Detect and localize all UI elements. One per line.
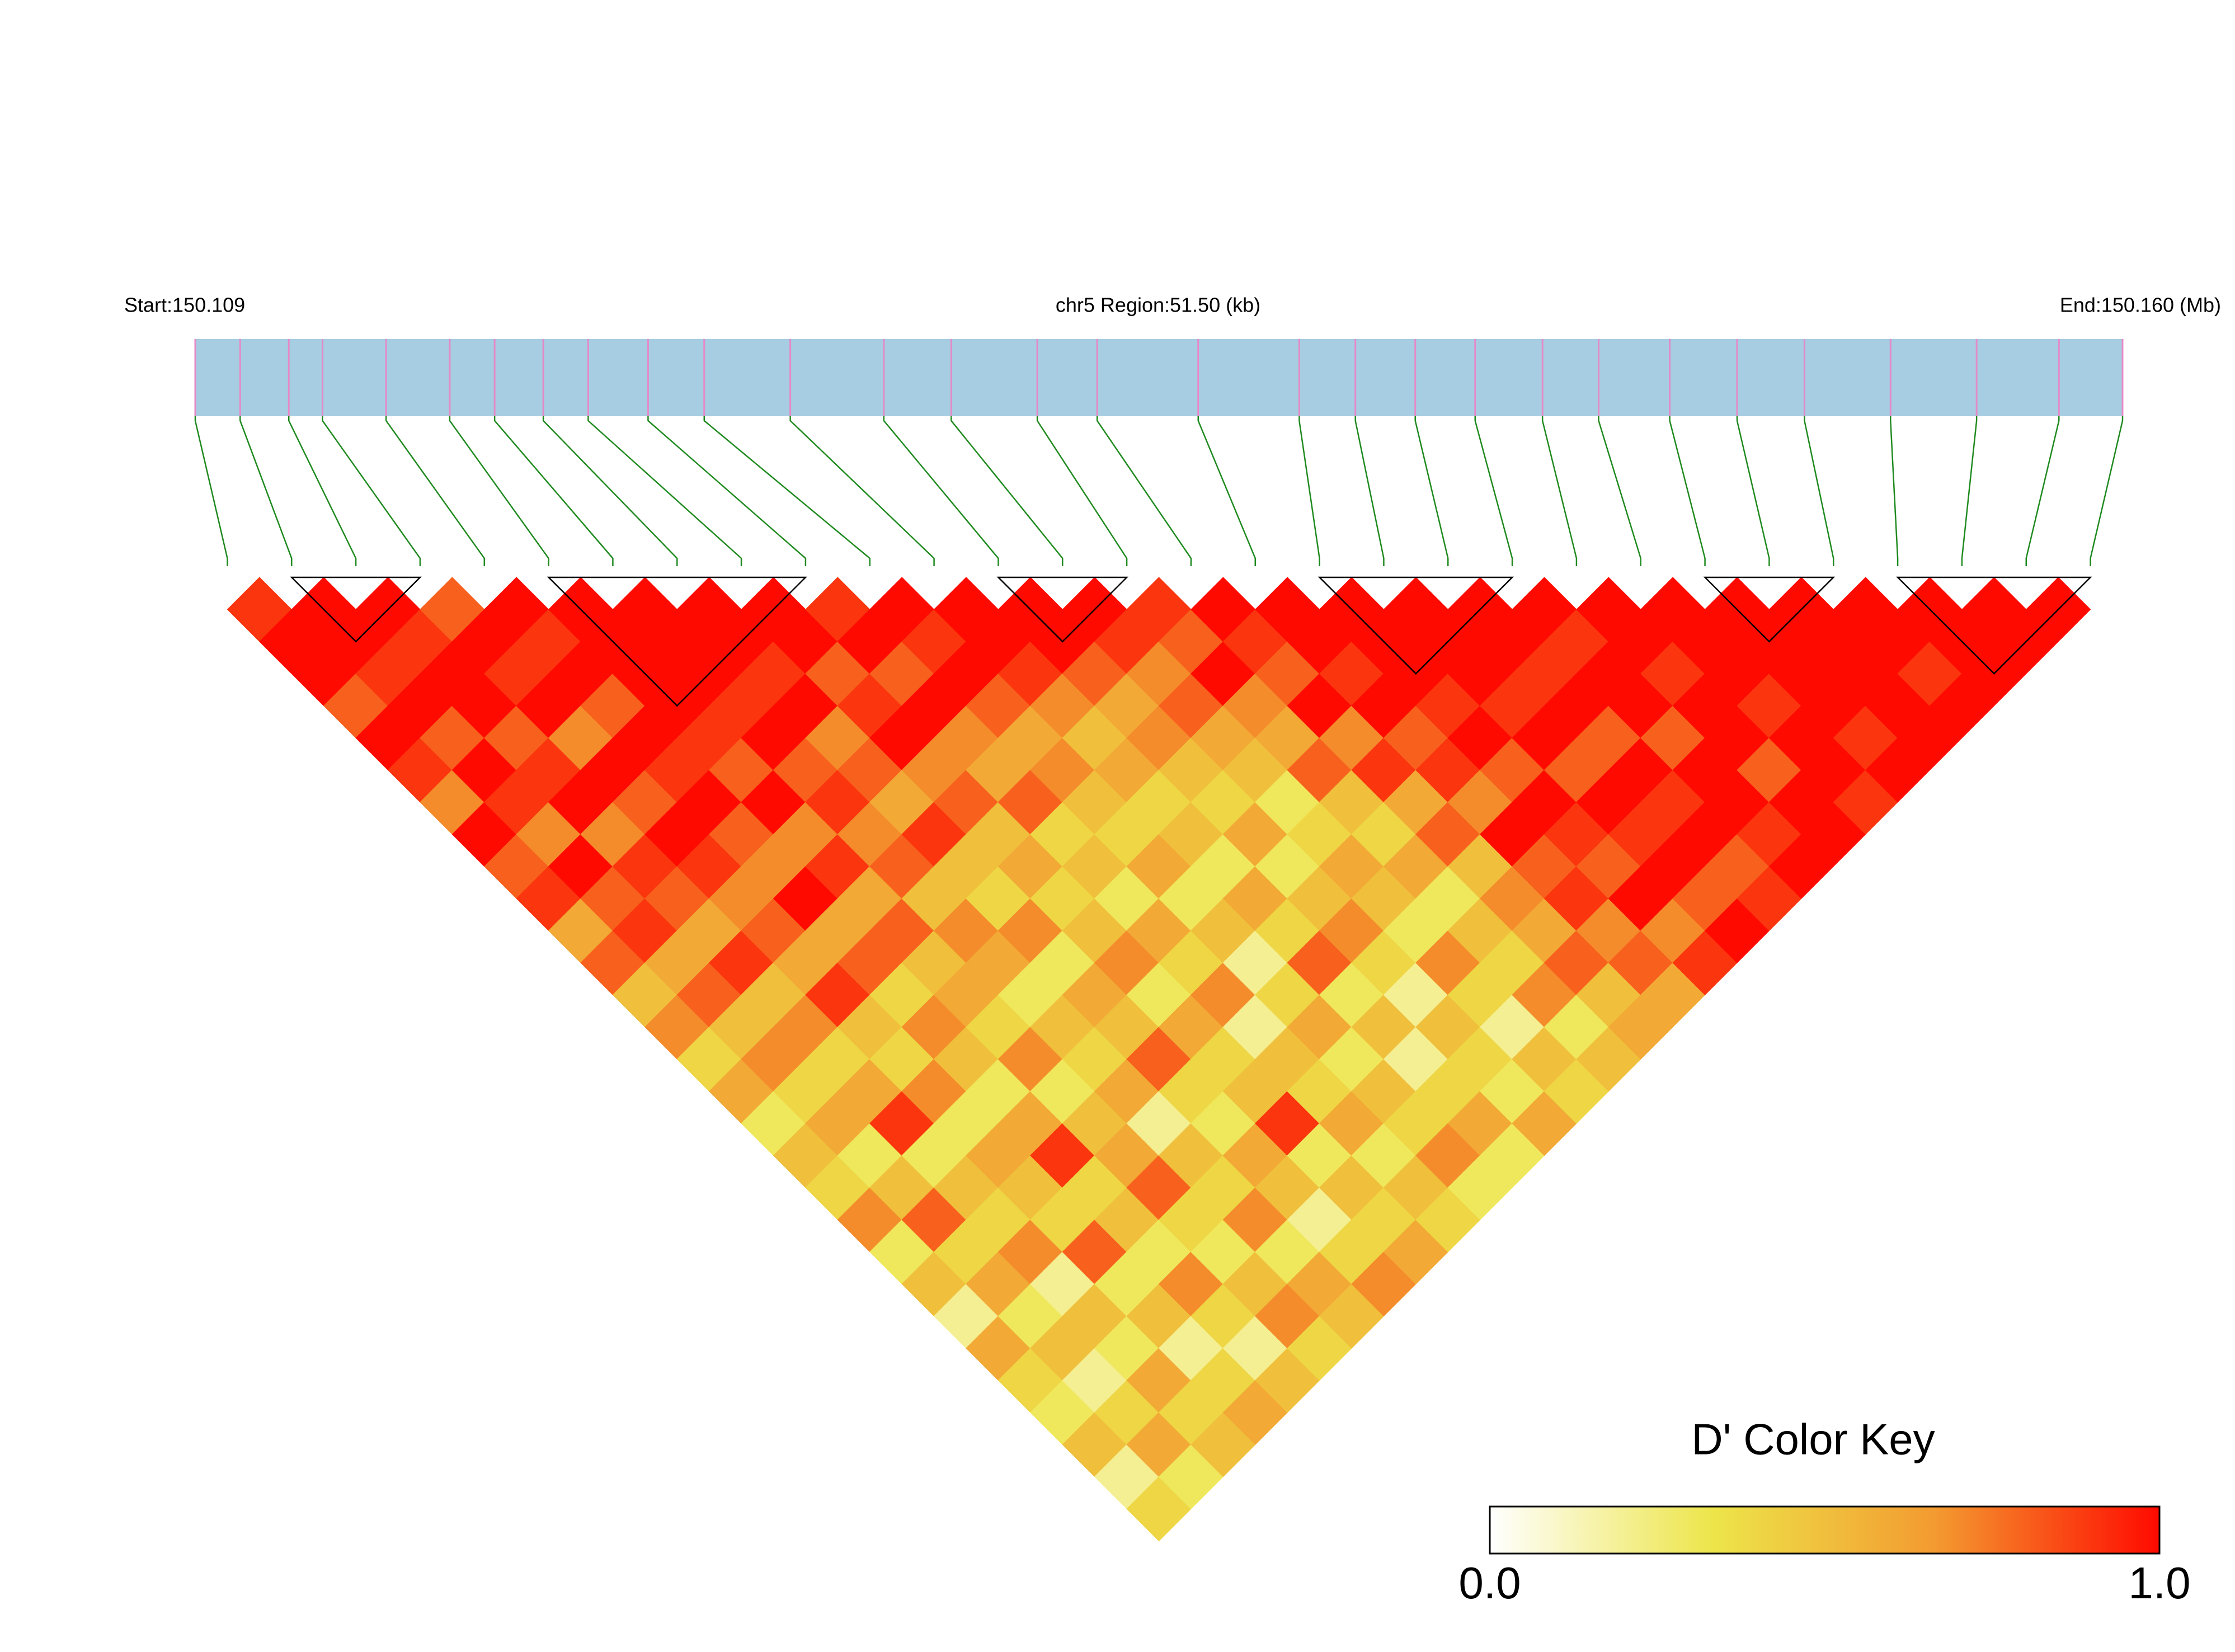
snp-connector [1961,416,1978,566]
snp-connector [789,416,935,566]
snp-connector [1036,416,1128,566]
snp-connector [2025,416,2060,566]
snp-connector [587,416,742,566]
snp-connector [322,416,421,566]
haplotype-block [1703,576,1836,643]
snp-connector [647,416,807,566]
haplotype-block [290,576,422,643]
snp-connector [239,416,293,566]
end-label: End:150.160 (Mb) [2060,294,2221,317]
color-key [1489,1505,2161,1555]
snp-connector [449,416,549,566]
haplotype-block [996,576,1129,643]
snp-connector [950,416,1064,566]
snp-connector [1354,416,1385,566]
snp-connector [1598,416,1641,566]
snp-connector [288,416,357,566]
snp-connector [1804,416,1834,566]
snp-connector [385,416,485,566]
snp-connector [1096,416,1192,566]
snp-connector [1474,416,1513,566]
haplotype-block [547,576,807,707]
start-label: Start:150.109 [124,294,245,317]
snp-connector [703,416,871,566]
snp-connector [493,416,614,566]
key-tick-label: 0.0 [1458,1558,1521,1608]
snp-connector [542,416,678,566]
haplotype-block [1896,576,2092,675]
snp-connector [883,416,999,566]
snp-connector [1890,416,1899,566]
snp-connector [1669,416,1706,566]
key-tick-label: 1.0 [2128,1558,2190,1608]
snp-connector [1414,416,1449,566]
haplotype-block [1318,576,1514,675]
snp-connector [2090,416,2124,566]
snp-connector [1197,416,1256,566]
snp-connector [1298,416,1320,566]
snp-connector [194,416,228,566]
snp-connector [1736,416,1770,566]
region-label: chr5 Region:51.50 (kb) [1056,294,1260,317]
position-bar [195,339,2123,416]
key-title: D' Color Key [1691,1415,1935,1464]
snp-connector [1541,416,1578,566]
heatmap [227,577,2091,1542]
